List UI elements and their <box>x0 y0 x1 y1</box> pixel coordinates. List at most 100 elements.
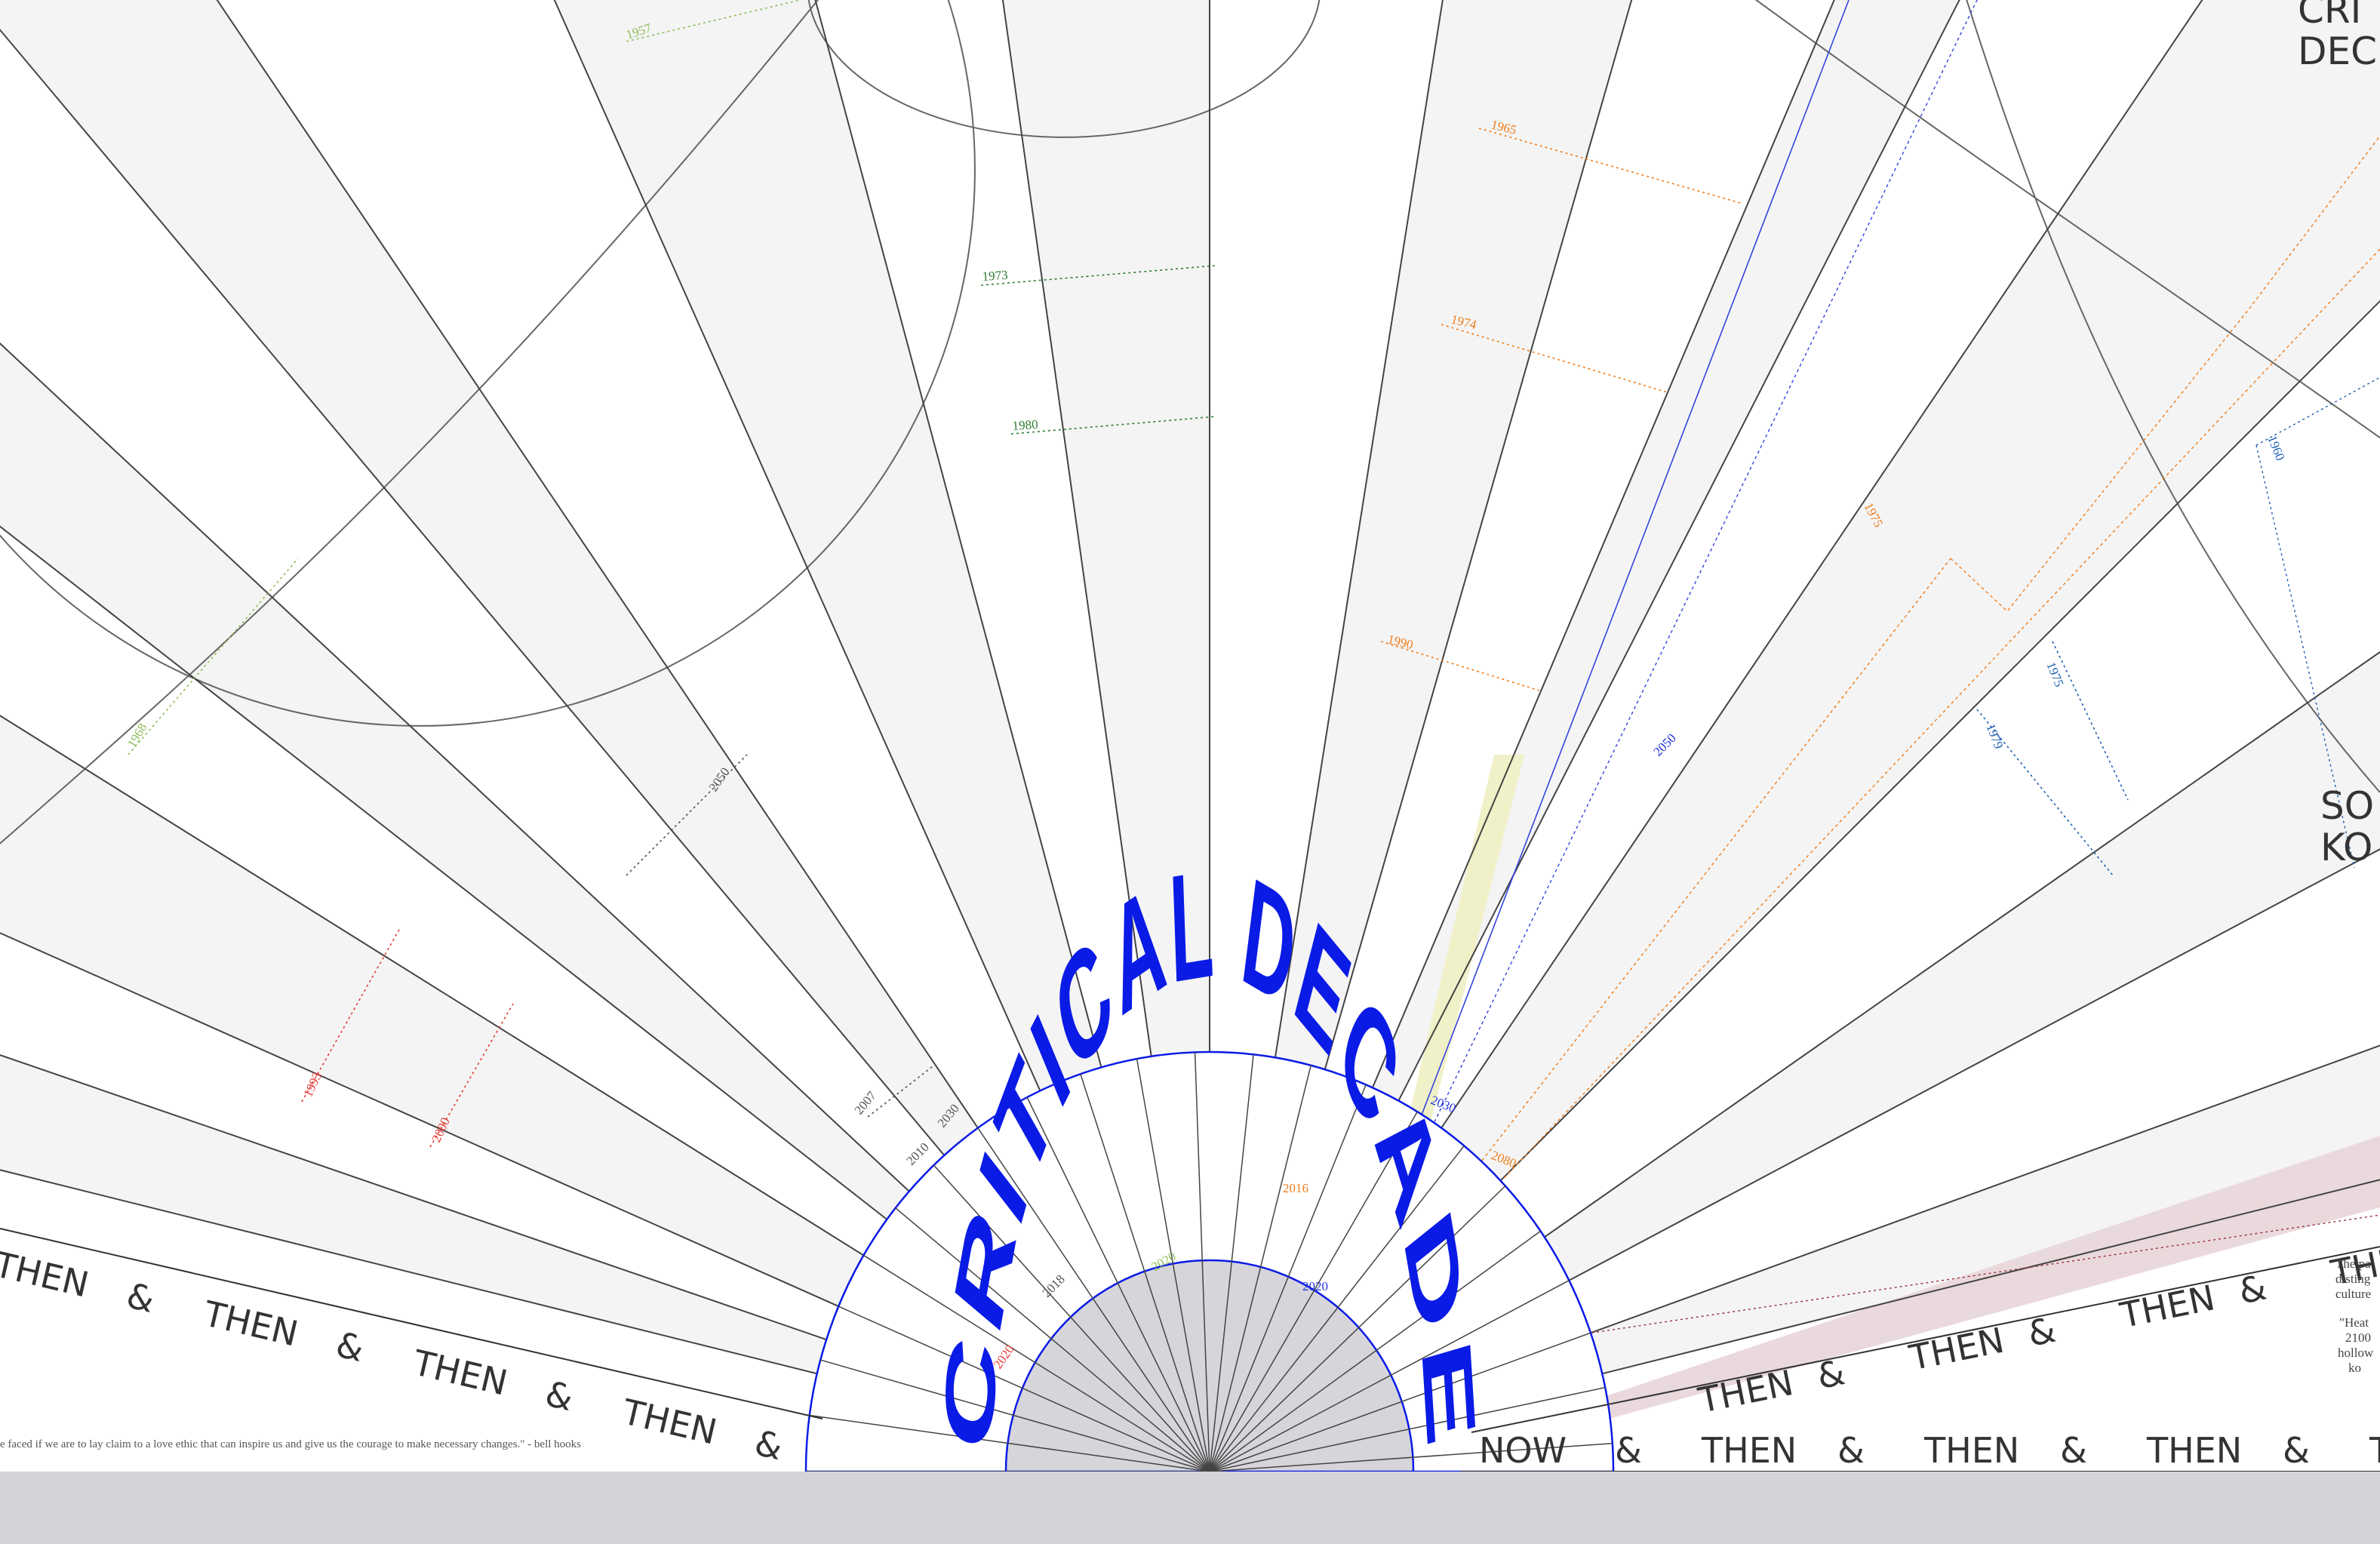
band-ampersand: & <box>2283 1430 2310 1471</box>
grey-sector <box>0 0 1210 1472</box>
corner-label-ko: KO <box>2320 826 2372 869</box>
right-text-line: culture <box>2335 1287 2371 1301</box>
right-text-line: "Heat <box>2339 1315 2369 1330</box>
dial-ray <box>1209 1376 1613 1472</box>
dial-ray <box>1209 1204 1576 1472</box>
band-ampersand: & <box>2025 1309 2059 1355</box>
pink-band <box>1426 1136 2380 1456</box>
band-ampersand: & <box>2060 1430 2087 1471</box>
radial-line <box>814 0 1210 1472</box>
radial-line <box>1209 0 1633 1472</box>
band-ampersand: & <box>1615 1430 1642 1471</box>
radial-line <box>0 342 1210 1472</box>
radial-line <box>1209 651 2380 1472</box>
dial-ray <box>1130 1052 1210 1472</box>
construction-arcs <box>0 0 2380 845</box>
year-label: 1980 <box>1012 417 1038 433</box>
year-label: 2016 <box>1283 1181 1308 1195</box>
dial-ray <box>955 1096 1210 1472</box>
grey-sector <box>1210 0 2380 1472</box>
band-ampersand: & <box>542 1373 577 1419</box>
band-ampersand: & <box>1813 1352 1848 1397</box>
radial-line <box>1209 1179 2380 1472</box>
radial-line <box>1209 0 1960 1472</box>
radial-line-group <box>0 0 2380 1472</box>
dial-ray <box>1209 1316 1613 1472</box>
radial-line <box>0 715 1210 1472</box>
band-word: THEN <box>618 1391 721 1453</box>
dial-ray <box>1209 1114 1489 1472</box>
grey-sector <box>1002 0 1210 1472</box>
year-label: 2007 <box>852 1088 880 1118</box>
right-text-line: disting <box>2335 1272 2371 1286</box>
dial-ray <box>825 1231 1210 1472</box>
band-word: THEN <box>2146 1430 2242 1471</box>
dial-ray <box>1209 1258 1610 1472</box>
radial-line <box>1209 1044 2380 1472</box>
radial-line <box>216 0 1210 1472</box>
dial-ray <box>862 1180 1210 1472</box>
band-word: THEN <box>0 1244 93 1306</box>
leader-lines <box>128 0 2129 1148</box>
dial-ray <box>806 1346 1210 1472</box>
dial-ray <box>1209 1052 1258 1472</box>
band-word: THEN <box>199 1293 302 1355</box>
year-label: 1975 <box>2043 660 2066 689</box>
right-text-line: hollow <box>2338 1346 2374 1360</box>
year-label: 1993 <box>300 1070 324 1100</box>
band-ampersand: & <box>1837 1430 1865 1471</box>
radial-line <box>1209 300 2380 1472</box>
corner-label-cri: CRI <box>2298 0 2361 32</box>
year-label: 1973 <box>982 268 1008 284</box>
radial-line <box>553 0 1210 1472</box>
band-word: THEN <box>408 1342 511 1404</box>
dial-ray <box>1209 1052 1320 1472</box>
right-text-line: 2100 <box>2345 1330 2371 1345</box>
year-label: 1979 <box>1983 721 2006 751</box>
radial-line <box>0 932 1210 1472</box>
band-word: THEN <box>1923 1430 2019 1471</box>
right-text-block: The pa disting culture "Heat 2100 hollow… <box>2335 1256 2374 1375</box>
yellow-wedge <box>1400 755 1524 1155</box>
dial-ray <box>806 1287 1210 1472</box>
dial-ray <box>806 1407 1210 1472</box>
accent-lines <box>1403 0 2380 1352</box>
corner-label-so: SO <box>2320 784 2374 828</box>
right-text-line: The pa <box>2335 1256 2371 1271</box>
year-label: 2020 <box>1302 1279 1328 1293</box>
radial-line <box>1209 848 2380 1472</box>
band-ampersand: & <box>751 1422 786 1468</box>
dial-ray <box>1209 1052 1380 1472</box>
band-word: NOW <box>1479 1430 1567 1471</box>
band-word: THEN <box>1701 1430 1797 1471</box>
footer-bar <box>0 1472 2380 1544</box>
radial-line <box>1209 0 2203 1472</box>
year-label: 2050 <box>1650 730 1678 758</box>
year-label: 2010 <box>903 1140 931 1167</box>
dial-ray <box>1209 1439 1613 1472</box>
band-ampersand: & <box>123 1275 158 1321</box>
radial-line <box>0 1169 1210 1472</box>
now-then-band-right-lower: NOW&THEN&THEN&THEN&T <box>1479 1430 2380 1471</box>
band-ampersand: & <box>332 1324 367 1370</box>
dial-ray <box>1010 1064 1210 1472</box>
dial-ray <box>1209 1156 1536 1472</box>
radial-line <box>0 1053 1210 1472</box>
radial-line <box>0 525 1210 1472</box>
radial-line <box>1209 0 1444 1472</box>
band-word: T <box>2369 1430 2380 1471</box>
radial-line <box>1209 0 1835 1472</box>
right-text-line: ko <box>2348 1361 2361 1375</box>
year-label: 1960 <box>2265 433 2287 463</box>
dial-ray <box>906 1134 1210 1472</box>
corner-label-dec: DEC <box>2298 29 2377 73</box>
bell-hooks-quote: e faced if we are to lay claim to a love… <box>0 1438 581 1450</box>
year-label: 1968 <box>125 721 149 750</box>
dial-ray <box>1209 1079 1437 1472</box>
radial-line <box>1001 0 1210 1472</box>
corner-labels: CRI DEC SO KO <box>2298 0 2377 869</box>
dial-ray <box>1193 1052 1210 1472</box>
then-band-left: THEN & THEN & THEN & THEN & <box>0 1244 786 1468</box>
dial-ray <box>1069 1052 1210 1472</box>
